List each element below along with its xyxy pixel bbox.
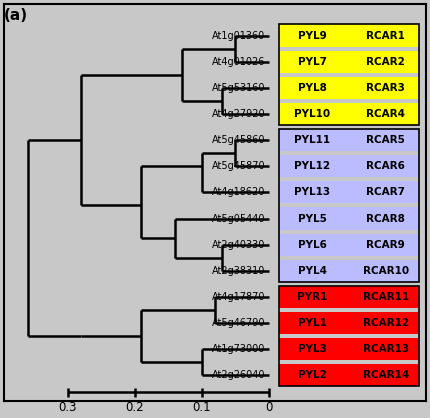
Text: PYL2: PYL2 xyxy=(298,370,326,380)
Text: At5g45860: At5g45860 xyxy=(212,135,265,145)
Bar xyxy=(279,155,419,177)
Text: PYR1: PYR1 xyxy=(297,292,327,302)
Bar xyxy=(279,364,419,386)
Text: PYL3: PYL3 xyxy=(298,344,326,354)
Text: RCAR5: RCAR5 xyxy=(366,135,405,145)
Text: At2g26040: At2g26040 xyxy=(212,370,265,380)
Text: At2g38310: At2g38310 xyxy=(212,266,265,276)
Text: PYL9: PYL9 xyxy=(298,31,326,41)
Text: PYL1: PYL1 xyxy=(298,318,326,328)
Bar xyxy=(279,76,419,99)
Text: 0.3: 0.3 xyxy=(58,401,77,414)
Bar xyxy=(279,234,419,256)
Text: At1g01360: At1g01360 xyxy=(212,31,265,41)
Text: 0.2: 0.2 xyxy=(126,401,144,414)
Text: At4g17870: At4g17870 xyxy=(212,292,265,302)
Text: At4g27920: At4g27920 xyxy=(212,109,265,119)
Text: PYL4: PYL4 xyxy=(298,266,326,276)
Bar xyxy=(279,286,419,386)
Bar xyxy=(279,129,419,282)
Text: RCAR12: RCAR12 xyxy=(362,318,409,328)
Bar xyxy=(279,338,419,360)
Text: RCAR8: RCAR8 xyxy=(366,214,405,224)
Text: 0.1: 0.1 xyxy=(192,401,211,414)
Text: At5g53160: At5g53160 xyxy=(212,83,265,93)
Text: RCAR7: RCAR7 xyxy=(366,187,405,197)
Text: RCAR2: RCAR2 xyxy=(366,57,405,66)
Text: PYL7: PYL7 xyxy=(298,57,326,66)
Text: RCAR4: RCAR4 xyxy=(366,109,405,119)
Text: (a): (a) xyxy=(4,8,28,23)
Text: RCAR3: RCAR3 xyxy=(366,83,405,93)
Bar xyxy=(279,207,419,229)
Text: PYL12: PYL12 xyxy=(294,161,330,171)
Text: At5g46790: At5g46790 xyxy=(212,318,265,328)
Text: At4g18620: At4g18620 xyxy=(212,187,265,197)
Text: PYL5: PYL5 xyxy=(298,214,326,224)
Text: At2g40330: At2g40330 xyxy=(212,240,265,250)
Text: RCAR9: RCAR9 xyxy=(366,240,405,250)
Text: PYL10: PYL10 xyxy=(294,109,330,119)
Bar xyxy=(279,286,419,308)
Text: 0: 0 xyxy=(265,401,272,414)
Text: PYL13: PYL13 xyxy=(294,187,330,197)
Text: RCAR10: RCAR10 xyxy=(362,266,409,276)
Bar xyxy=(279,129,419,151)
Text: At1g73000: At1g73000 xyxy=(212,344,265,354)
Text: PYL8: PYL8 xyxy=(298,83,326,93)
Text: RCAR13: RCAR13 xyxy=(362,344,409,354)
Text: At4g01026: At4g01026 xyxy=(212,57,265,66)
Bar xyxy=(279,312,419,334)
Bar xyxy=(279,181,419,204)
Text: At5g05440: At5g05440 xyxy=(212,214,265,224)
Bar xyxy=(279,24,419,47)
Text: At5g45870: At5g45870 xyxy=(212,161,265,171)
Text: PYL6: PYL6 xyxy=(298,240,326,250)
Text: RCAR11: RCAR11 xyxy=(362,292,409,302)
Bar xyxy=(279,260,419,282)
Bar xyxy=(279,103,419,125)
Text: RCAR6: RCAR6 xyxy=(366,161,405,171)
Text: RCAR14: RCAR14 xyxy=(362,370,409,380)
Text: RCAR1: RCAR1 xyxy=(366,31,405,41)
Bar xyxy=(279,24,419,125)
Text: PYL11: PYL11 xyxy=(294,135,330,145)
Bar xyxy=(279,51,419,73)
